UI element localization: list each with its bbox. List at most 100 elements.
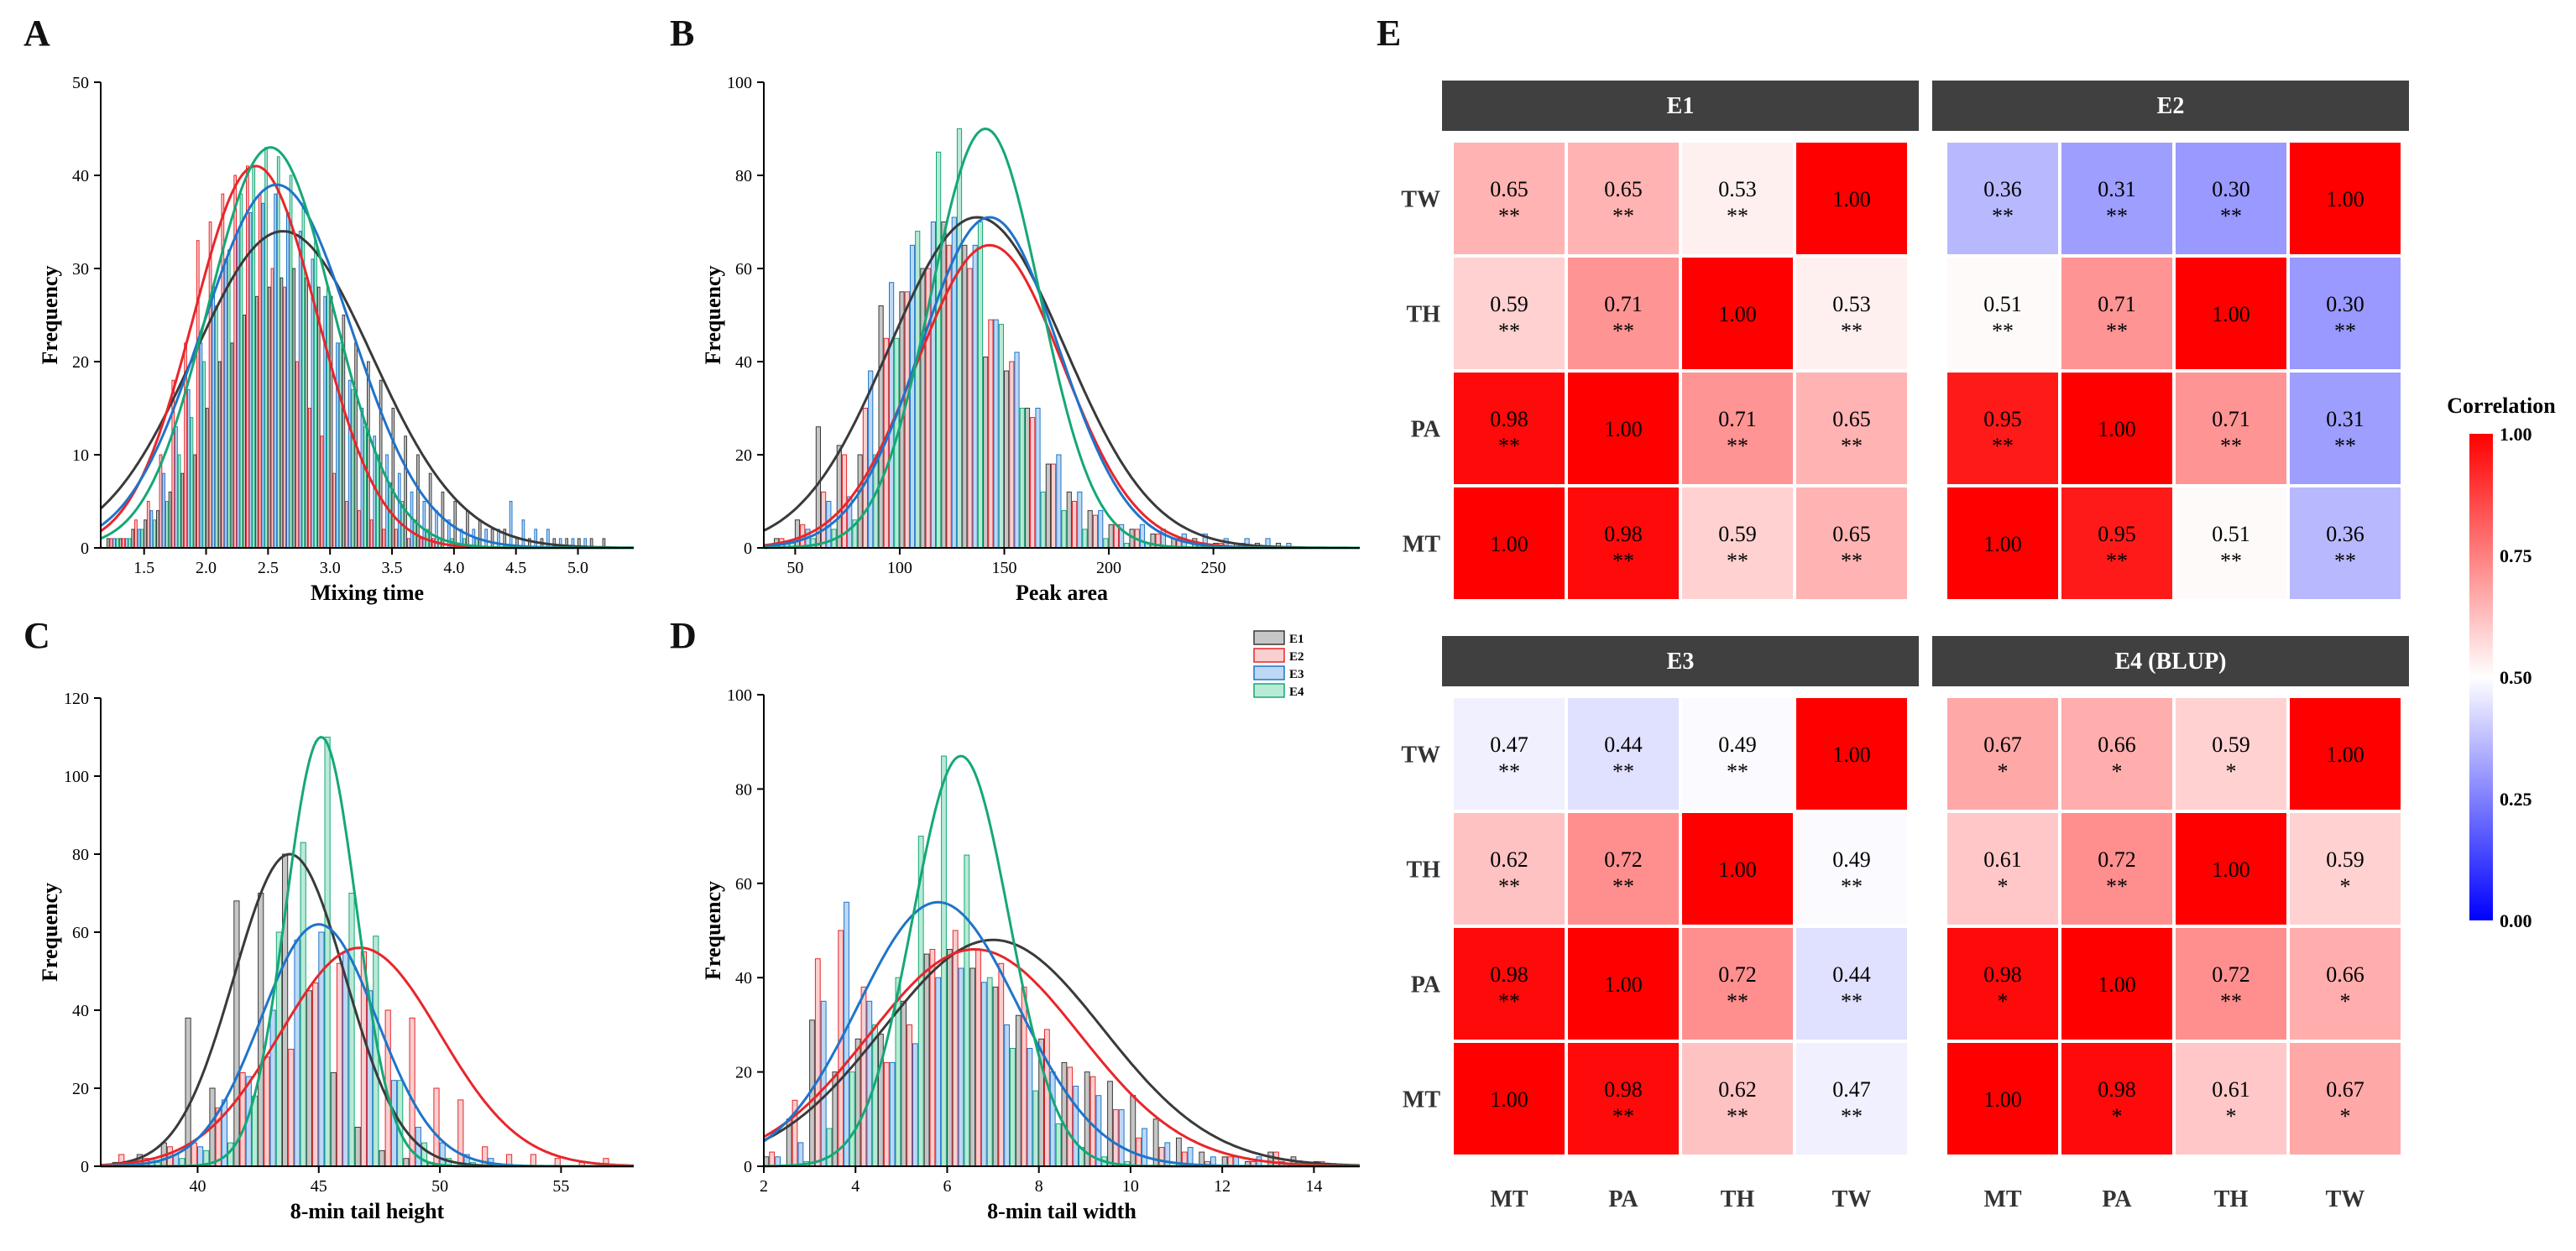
bar-e1-16	[1130, 1095, 1136, 1167]
heatmap-value-1-2-1: 1.00	[1604, 417, 1643, 441]
heatmap-cell-4-2-0	[1947, 928, 2058, 1040]
bar-e4-7	[202, 361, 206, 549]
heatmap-panel-title-bar-3	[1442, 636, 1919, 686]
heatmap-value-4-0-1: 0.66	[2098, 732, 2136, 757]
bar-e1-5	[878, 305, 884, 549]
heatmap-cell-1-3-1	[1568, 487, 1679, 599]
bar-e2-12	[1030, 417, 1036, 549]
bar-e4-5	[895, 977, 901, 1167]
heatmap-cell-1-2-2	[1682, 373, 1793, 484]
heatmap-panel-title-bar-2	[1932, 81, 2409, 131]
heatmap-cell-4-2-1	[2061, 928, 2172, 1040]
bar-e4-13	[1061, 510, 1067, 549]
bar-e2-4	[860, 986, 867, 1167]
heatmap-cell-1-2-1	[1568, 373, 1679, 484]
bar-e1-3	[144, 519, 147, 549]
heatmap-stars-3-2-2: **	[1727, 989, 1748, 1014]
heatmap-stars-2-0-1: **	[2106, 204, 2128, 228]
bar-e4-6	[915, 231, 921, 549]
heatmap-cell-2-3-0	[1947, 487, 2058, 599]
colorbar-tick-label-4: 0.00	[2500, 910, 2532, 931]
bar-e3-15	[1118, 1109, 1125, 1167]
heatmap-cell-1-0-2	[1682, 143, 1793, 254]
heatmap-value-2-3-1: 0.95	[2098, 522, 2136, 546]
bar-e1-29	[466, 510, 469, 549]
y-axis-label-c: Frequency	[38, 883, 62, 982]
x-tick-label-a-5: 4.0	[443, 559, 464, 577]
y-tick-label-d-4: 80	[735, 780, 752, 799]
heatmap-value-1-1-0: 0.59	[1490, 292, 1528, 316]
heatmap-stars-2-3-2: **	[2220, 549, 2242, 573]
bar-e1-5	[168, 491, 172, 549]
bars-a	[106, 147, 606, 549]
bar-e2-2	[821, 491, 827, 549]
heatmap-cell-3-0-1	[1568, 698, 1679, 810]
heatmap-value-3-2-2: 0.72	[1718, 962, 1757, 987]
bar-e2-19	[345, 501, 348, 549]
heatmap-row-label-3-3: MT	[1403, 1087, 1440, 1113]
bar-e4-9	[986, 977, 993, 1167]
x-tick-label-d-4: 10	[1122, 1177, 1139, 1196]
y-tick-label-c-6: 120	[64, 690, 89, 708]
bar-e2-17	[530, 1154, 536, 1167]
heatmap-stars-3-3-1: **	[1612, 1104, 1634, 1129]
heatmap-panel-title-bar-1	[1442, 81, 1919, 131]
heatmap-cell-3-1-3	[1796, 813, 1907, 925]
histogram-d: 0 20 40 60 80 100 2 4 6 8 10 12 14 8-min tail width Fr…	[701, 686, 1361, 1223]
heatmap-value-3-0-1: 0.44	[1604, 732, 1643, 757]
heatmap-cell-1-1-2	[1682, 258, 1793, 369]
heatmap-value-1-0-1: 0.65	[1604, 177, 1643, 201]
bar-e1-6	[901, 1000, 907, 1167]
bar-e2-3	[146, 501, 150, 549]
heatmap-col-label-3-3: TW	[1832, 1186, 1872, 1212]
heatmap-cell-2-0-3	[2290, 143, 2401, 254]
heatmap-stars-2-2-0: **	[1992, 434, 2014, 458]
bar-e3-4	[162, 472, 166, 549]
heatmap-stars-3-1-1: **	[1612, 874, 1634, 899]
heatmap-stars-2-3-3: **	[2334, 549, 2356, 573]
bar-e3-33	[521, 519, 525, 549]
heatmap-cell-3-0-0	[1454, 698, 1565, 810]
heatmap-cell-2-1-0	[1947, 258, 2058, 369]
heatmap-value-2-0-2: 0.30	[2212, 177, 2250, 201]
heatmap-stars-1-0-0: **	[1498, 204, 1520, 228]
histogram-b: 0 20 40 60 80 100 50 100 150 200 250 Peak area Frequ…	[701, 74, 1360, 605]
heatmap-value-4-1-3: 0.59	[2326, 847, 2364, 872]
y-tick-label-b-3: 60	[735, 260, 752, 279]
bar-e4-3	[849, 1071, 855, 1167]
heatmap-value-1-3-3: 0.65	[1832, 522, 1871, 546]
bar-e1-10	[230, 342, 234, 549]
bar-e2-0	[109, 538, 113, 549]
fit-curve-e1	[763, 938, 1361, 1167]
heatmap-cell-3-3-0	[1454, 1043, 1565, 1155]
heatmap-stars-3-2-0: **	[1498, 989, 1520, 1014]
heatmap-value-4-2-3: 0.66	[2326, 962, 2364, 987]
bar-e1-21	[367, 361, 370, 549]
bar-e4-11	[252, 165, 256, 549]
colorbar-tick-label-3: 0.25	[2500, 789, 2532, 810]
bar-e4-2	[140, 529, 144, 549]
bar-e1-11	[379, 1149, 385, 1167]
x-tick-label-c-2: 50	[431, 1177, 448, 1196]
bar-e2-12	[409, 1017, 415, 1167]
heatmap-stars-4-3-3: *	[2340, 1104, 2351, 1129]
y-tick-label-c-2: 40	[72, 1002, 89, 1020]
heatmap-stars-3-2-3: **	[1841, 989, 1863, 1014]
y-tick-label-a-4: 40	[72, 167, 89, 185]
heatmap-row-label-3-1: TH	[1407, 857, 1441, 884]
heatmap-stars-4-2-2: **	[2220, 989, 2242, 1014]
heatmap-cell-4-0-1	[2061, 698, 2172, 810]
bar-e2-8	[208, 222, 212, 549]
bar-e2-15	[295, 361, 299, 549]
bar-e4-14	[1082, 529, 1088, 549]
bar-e1-10	[354, 1127, 361, 1167]
heatmap-stars-3-1-0: **	[1498, 874, 1520, 899]
bar-e2-7	[288, 1049, 295, 1167]
bar-e3-1	[797, 1142, 804, 1167]
heatmap-cell-2-2-2	[2176, 373, 2286, 484]
heatmap-stars-2-1-1: **	[2106, 319, 2128, 343]
bar-e1-28	[453, 501, 457, 549]
bar-e2-14	[1089, 1076, 1096, 1167]
heatmap-value-2-1-2: 1.00	[2212, 302, 2250, 326]
bar-e1-3	[836, 445, 842, 549]
